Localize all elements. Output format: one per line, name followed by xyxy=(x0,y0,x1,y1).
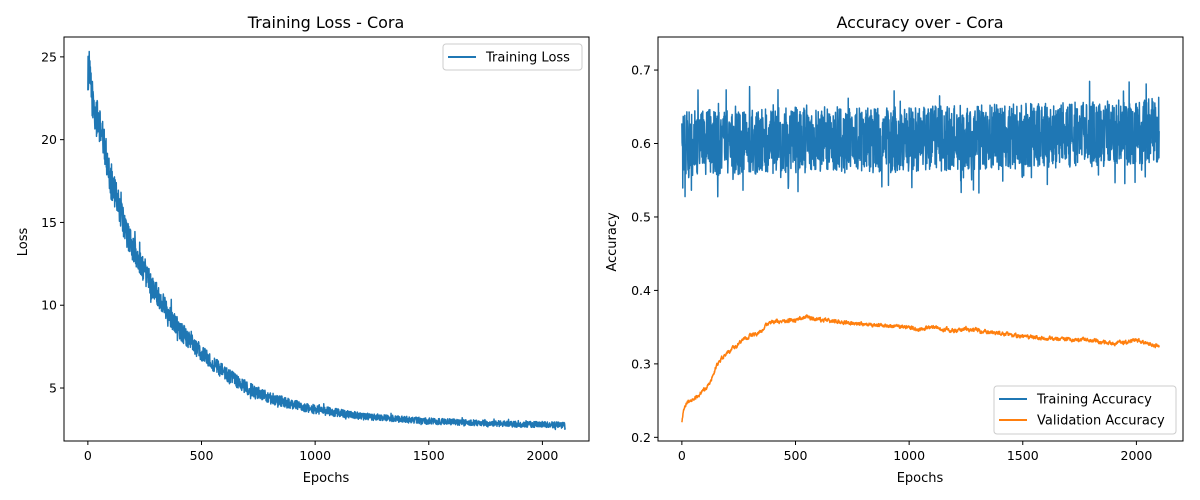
legend-label: Training Loss xyxy=(485,51,570,66)
training-loss-chart: Training Loss - Cora Epochs Loss 0 500 100… xyxy=(16,13,590,486)
x-axis-label: Epochs xyxy=(897,471,944,486)
x-tick-label: 500 xyxy=(784,448,808,463)
series-lines xyxy=(681,80,1160,423)
y-tick-label: 20 xyxy=(41,132,57,147)
y-tick-label: 25 xyxy=(41,49,57,64)
series-line-1 xyxy=(681,314,1160,423)
series-lines xyxy=(87,50,566,431)
x-tick-label: 2000 xyxy=(1121,448,1153,463)
series-line-0 xyxy=(87,50,566,431)
x-tick-label: 1000 xyxy=(893,448,925,463)
y-tick-label: 0.7 xyxy=(631,63,651,78)
y-tick-label: 0.4 xyxy=(631,283,651,298)
legend-box xyxy=(442,43,583,71)
y-axis-label: Accuracy xyxy=(605,212,620,272)
legend-label: Training Accuracy xyxy=(1036,393,1152,408)
legend: Training Loss xyxy=(442,43,583,71)
y-tick-label: 0.6 xyxy=(631,136,651,151)
chart-title: Accuracy over - Cora xyxy=(836,13,1003,32)
plot-frame xyxy=(63,36,590,442)
chart-title: Training Loss - Cora xyxy=(247,13,405,32)
x-tick-label: 0 xyxy=(84,448,92,463)
y-tick-label: 5 xyxy=(49,381,57,396)
series-line-0 xyxy=(681,80,1160,198)
y-tick-label: 15 xyxy=(41,215,57,230)
x-tick-label: 2000 xyxy=(527,448,559,463)
y-tick-label: 0.3 xyxy=(631,356,651,371)
x-tick-label: 500 xyxy=(190,448,214,463)
legend-box xyxy=(993,385,1177,435)
legend: Training Accuracy Validation Accuracy xyxy=(993,385,1177,435)
y-tick-label: 0.5 xyxy=(631,209,651,224)
y-axis-label: Loss xyxy=(16,228,31,257)
x-tick-label: 1000 xyxy=(299,448,331,463)
accuracy-chart: Accuracy over - Cora Epochs Accuracy 0 50… xyxy=(605,13,1184,486)
x-tick-label: 1500 xyxy=(1007,448,1039,463)
x-tick-label: 0 xyxy=(678,448,686,463)
axis-ticks: 0 500 1000 1500 2000 5 10 15 20 25 xyxy=(41,49,558,463)
y-tick-label: 0.2 xyxy=(631,430,651,445)
x-tick-label: 1500 xyxy=(413,448,445,463)
y-tick-label: 10 xyxy=(41,298,57,313)
x-axis-label: Epochs xyxy=(303,471,350,486)
axis-ticks: 0 500 1000 1500 2000 0.2 0.3 0.4 0.5 0.6 0.7 xyxy=(631,63,1152,463)
plot-frame xyxy=(657,36,1184,442)
legend-label: Validation Accuracy xyxy=(1037,414,1165,429)
